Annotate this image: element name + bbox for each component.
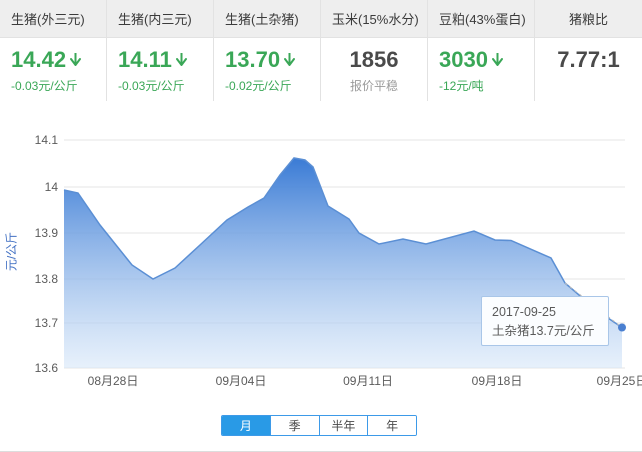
svg-text:08月28日: 08月28日 xyxy=(88,374,139,388)
svg-text:13.6: 13.6 xyxy=(35,361,59,375)
svg-text:09月04日: 09月04日 xyxy=(216,374,267,388)
svg-text:09月11日: 09月11日 xyxy=(343,374,393,388)
svg-text:09月18日: 09月18日 xyxy=(472,374,523,388)
svg-text:13.8: 13.8 xyxy=(35,272,59,286)
svg-text:13.7: 13.7 xyxy=(35,316,59,330)
svg-text:14: 14 xyxy=(45,180,59,194)
svg-text:13.9: 13.9 xyxy=(35,226,59,240)
svg-text:14.1: 14.1 xyxy=(35,133,59,147)
svg-text:09月25日: 09月25日 xyxy=(597,374,642,388)
